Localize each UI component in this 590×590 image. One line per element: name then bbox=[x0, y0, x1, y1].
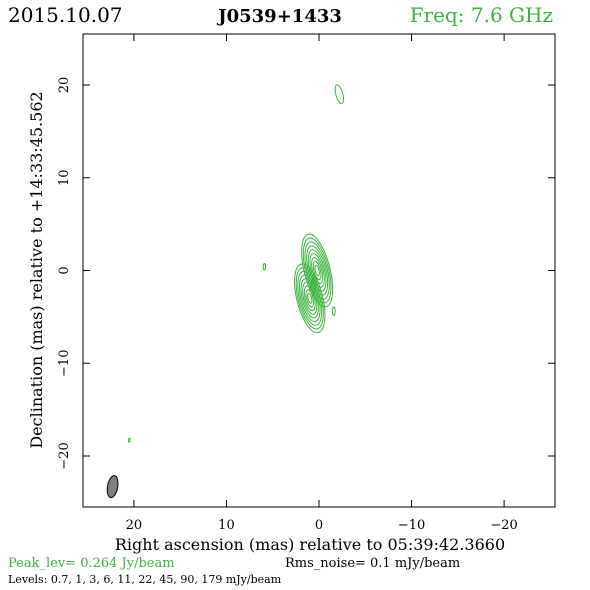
contour-level-4 bbox=[298, 274, 321, 323]
contour-island bbox=[262, 263, 267, 271]
contour-level-5 bbox=[300, 278, 319, 319]
contour-island bbox=[331, 306, 336, 316]
contour-level-6 bbox=[302, 281, 318, 315]
x-tick-label: 10 bbox=[218, 518, 235, 533]
contour-level-9 bbox=[314, 264, 320, 277]
contour-island bbox=[128, 437, 131, 443]
contour-level-8 bbox=[305, 289, 315, 308]
y-tick-label: −10 bbox=[57, 350, 72, 377]
contour-level-3 bbox=[297, 270, 323, 326]
y-tick-label: 20 bbox=[57, 77, 72, 94]
contour-level-8 bbox=[312, 260, 322, 281]
x-tick-labels: 20 10 0 −10 −20 bbox=[126, 518, 518, 533]
y-tick-label: 0 bbox=[57, 266, 72, 274]
contour-level-1 bbox=[301, 233, 334, 308]
contour-layer bbox=[128, 84, 345, 443]
y-axis-label: Declination (mas) relative to +14:33:45.… bbox=[27, 91, 46, 448]
contour-island bbox=[334, 84, 345, 105]
peak-level: Peak_lev= 0.264 Jy/beam bbox=[8, 556, 175, 571]
axis-ticks bbox=[83, 34, 555, 507]
x-tick-label: −20 bbox=[490, 518, 517, 533]
y-tick-label: 10 bbox=[57, 169, 72, 186]
contour-level-2 bbox=[302, 237, 332, 304]
source-name: J0539+1433 bbox=[216, 6, 342, 27]
contour-level-7 bbox=[303, 285, 316, 312]
observation-date: 2015.10.07 bbox=[8, 3, 123, 27]
x-tick-label: 20 bbox=[126, 518, 143, 533]
contour-level-9 bbox=[307, 292, 313, 304]
y-tick-label: −20 bbox=[57, 442, 72, 469]
x-tick-label: 0 bbox=[315, 518, 323, 533]
frequency-label: Freq: 7.6 GHz bbox=[410, 3, 553, 27]
contour-level-2 bbox=[295, 267, 324, 330]
beam-layer bbox=[106, 475, 119, 499]
rms-noise: Rms_noise= 0.1 mJy/beam bbox=[285, 556, 460, 571]
contour-level-7 bbox=[311, 257, 324, 284]
y-tick-labels: 20 10 0 −10 −20 bbox=[57, 77, 72, 470]
beam-ellipse bbox=[106, 475, 119, 499]
x-tick-label: −10 bbox=[398, 518, 425, 533]
contour-levels: Levels: 0.7, 1, 3, 6, 11, 22, 45, 90, 17… bbox=[8, 573, 282, 586]
contour-level-5 bbox=[307, 249, 327, 292]
x-axis-label: Right ascension (mas) relative to 05:39:… bbox=[115, 535, 505, 554]
contour-level-6 bbox=[309, 253, 325, 288]
contour-level-4 bbox=[306, 245, 329, 296]
